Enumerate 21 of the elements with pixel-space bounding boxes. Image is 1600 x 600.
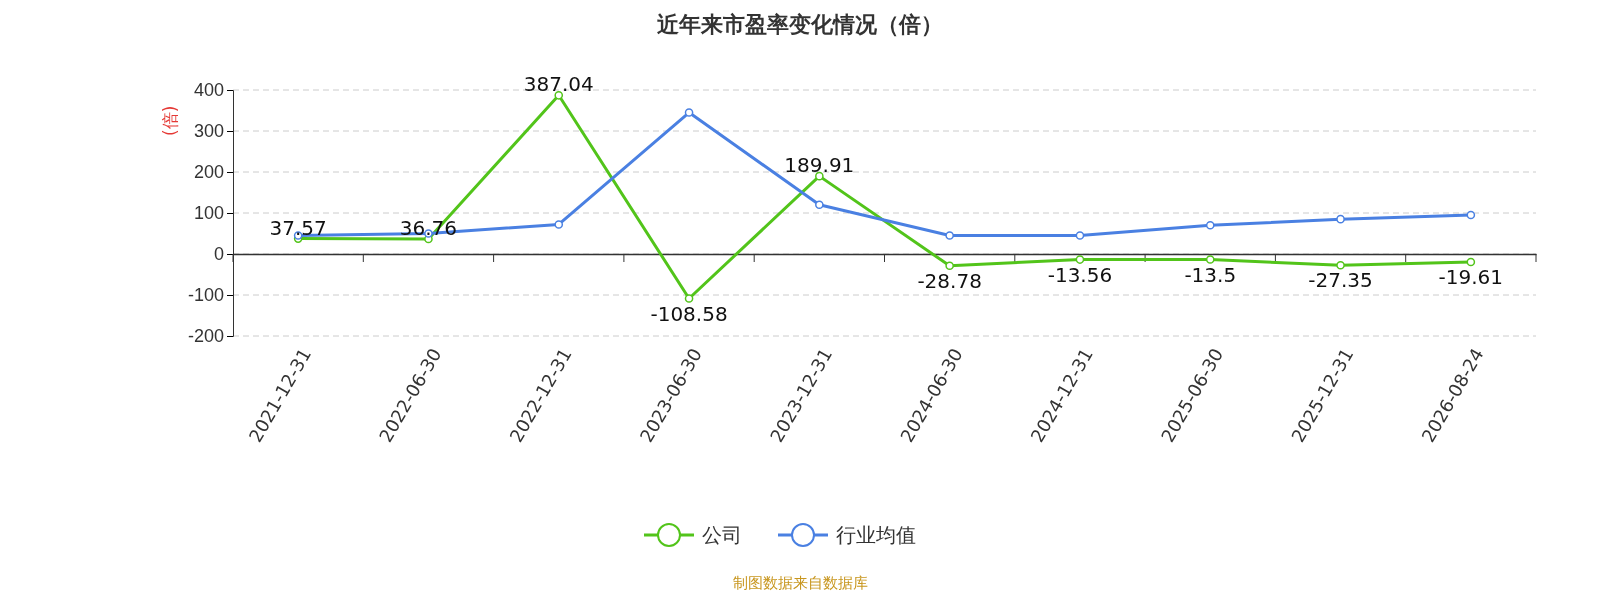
y-tick-label: 300 bbox=[193, 121, 224, 142]
data-label: -108.58 bbox=[650, 301, 728, 326]
y-tick-label: 400 bbox=[193, 80, 224, 101]
y-tick-label: -200 bbox=[187, 326, 224, 347]
text: 制图数据来自数据库 bbox=[732, 574, 868, 592]
data-label: 37.57 bbox=[269, 215, 327, 240]
data-label: -28.78 bbox=[917, 268, 982, 293]
data-label: -13.5 bbox=[1184, 262, 1237, 287]
y-tick-label: 200 bbox=[193, 162, 224, 183]
y-tick-label: 100 bbox=[193, 203, 224, 224]
data-label: 189.91 bbox=[784, 153, 855, 178]
legend-label: 公司 bbox=[702, 523, 742, 547]
data-label: -13.56 bbox=[1047, 262, 1113, 287]
y-tick-label: 0 bbox=[213, 244, 224, 265]
legend-label: 行业均值 bbox=[836, 523, 916, 547]
y-tick-label: -100 bbox=[187, 285, 224, 306]
data-label: -27.35 bbox=[1308, 268, 1373, 293]
data-label: -19.61 bbox=[1438, 265, 1504, 290]
data-label: 387.04 bbox=[523, 72, 594, 97]
chart-title: 近年来市盈率变化情况（倍） bbox=[656, 12, 943, 37]
y-axis-title: (倍) bbox=[159, 105, 180, 136]
